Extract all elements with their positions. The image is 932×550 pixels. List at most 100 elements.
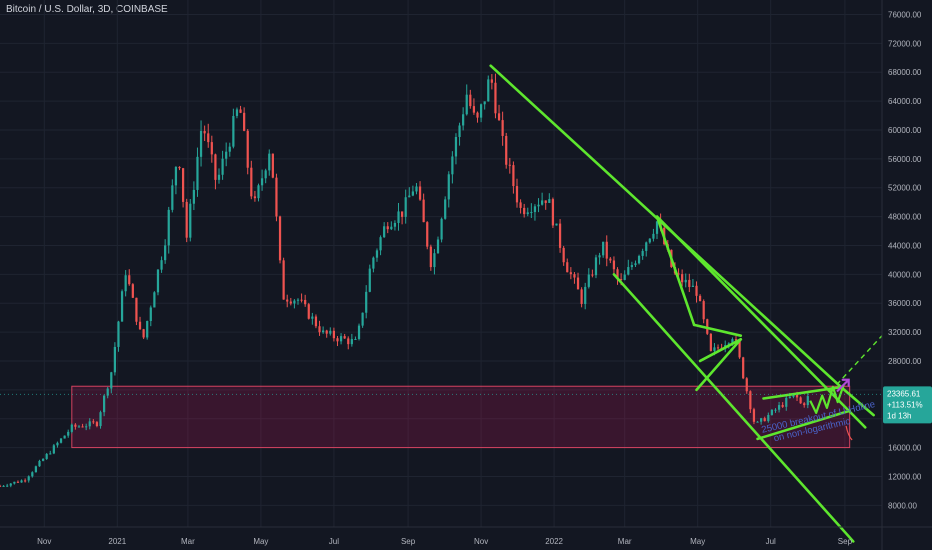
x-tick-label: 2021: [108, 537, 126, 546]
candle-body: [634, 263, 637, 266]
candle-body: [153, 292, 156, 308]
candle-body: [587, 274, 590, 287]
support-zone: [71, 385, 851, 449]
x-tick-label: Nov: [474, 537, 488, 546]
candle-body: [569, 272, 572, 275]
last-price-countdown: 1d 13h: [887, 411, 911, 420]
candle-body: [160, 260, 163, 270]
decline-arrow-icon: [845, 425, 853, 441]
chart-title: Bitcoin / U.S. Dollar, 3D, COINBASE: [6, 4, 168, 15]
y-tick-label: 32000.00: [888, 328, 922, 337]
candle-body: [386, 226, 389, 230]
candle-body: [541, 200, 544, 205]
candle-body: [365, 291, 368, 313]
candle-body: [781, 405, 784, 407]
y-tick-label: 60000.00: [888, 126, 922, 135]
candle-body: [512, 165, 515, 187]
candle-body: [436, 239, 440, 254]
trendline: [762, 385, 844, 400]
candle-body: [253, 196, 257, 199]
candle-body: [325, 330, 328, 334]
candle-body: [415, 186, 418, 192]
candle-body: [221, 158, 224, 175]
candle-body: [67, 431, 70, 436]
candle-body: [551, 199, 555, 226]
candle-body: [56, 442, 59, 446]
candle-body: [49, 453, 52, 455]
candle-body: [558, 223, 562, 248]
candle-body: [13, 481, 16, 484]
candle-body: [698, 295, 702, 302]
candle-body: [232, 115, 235, 147]
candle-body: [322, 330, 325, 333]
candle-body: [239, 109, 242, 113]
candle-body: [734, 339, 738, 341]
y-tick-label: 8000.00: [888, 501, 917, 510]
candle-body: [214, 154, 217, 180]
candle-body: [217, 174, 221, 180]
candle-body: [81, 426, 84, 428]
candle-body: [487, 79, 490, 102]
candle-body: [767, 414, 770, 422]
candle-body: [537, 204, 540, 207]
candle-body: [494, 82, 497, 114]
candle-body: [45, 453, 48, 459]
candle-body: [225, 151, 228, 159]
x-tick-label: May: [253, 537, 268, 546]
candle-body: [372, 257, 375, 269]
candle-body: [110, 372, 113, 389]
candle-body: [648, 238, 651, 243]
candle-body: [788, 396, 791, 398]
candle-body: [652, 233, 655, 239]
candle-body: [576, 277, 580, 290]
candle-body: [41, 458, 45, 461]
candle-body: [88, 421, 91, 427]
candle-body: [465, 94, 468, 115]
y-axis: 8000.0012000.0016000.0020000.0024000.002…: [881, 0, 922, 550]
candle-body: [117, 321, 120, 347]
candle-body: [483, 101, 486, 105]
candle-body: [630, 265, 633, 268]
y-tick-label: 76000.00: [888, 10, 922, 19]
last-price-badge: [883, 386, 932, 424]
candle-body: [131, 284, 134, 298]
trendline: [698, 338, 743, 363]
candle-body: [785, 397, 788, 407]
projection-path: [809, 335, 883, 441]
candle-body: [709, 333, 712, 351]
x-tick-label: Mar: [618, 537, 632, 546]
candle-body: [695, 285, 698, 296]
candle-body: [103, 395, 106, 413]
candle-body: [199, 130, 203, 157]
candle-body: [207, 133, 210, 143]
candle-body: [2, 485, 5, 487]
candle-body: [383, 226, 386, 238]
candle-body: [454, 137, 458, 157]
candle-body: [347, 338, 350, 345]
x-tick-label: May: [690, 537, 705, 546]
candle-body: [602, 241, 605, 256]
candle-body: [304, 299, 307, 305]
candle-body: [706, 319, 709, 334]
candle-body: [354, 338, 357, 340]
x-tick-label: Jul: [766, 537, 776, 546]
candle-body: [677, 273, 680, 275]
candle-body: [357, 325, 361, 339]
y-tick-label: 64000.00: [888, 97, 922, 106]
candle-body: [164, 245, 167, 261]
candle-body: [458, 125, 461, 138]
candle-body: [350, 339, 353, 345]
candle-body: [210, 142, 213, 155]
candle-body: [124, 275, 127, 292]
candle-body: [361, 312, 364, 326]
candle-body: [120, 291, 124, 322]
candle-body: [85, 426, 88, 428]
trendline: [838, 384, 875, 417]
y-tick-label: 36000.00: [888, 299, 922, 308]
candle-body: [135, 297, 138, 322]
candle-body: [171, 185, 174, 210]
trendline: [695, 338, 743, 392]
candle-body: [462, 114, 465, 126]
candle-body: [275, 177, 278, 217]
